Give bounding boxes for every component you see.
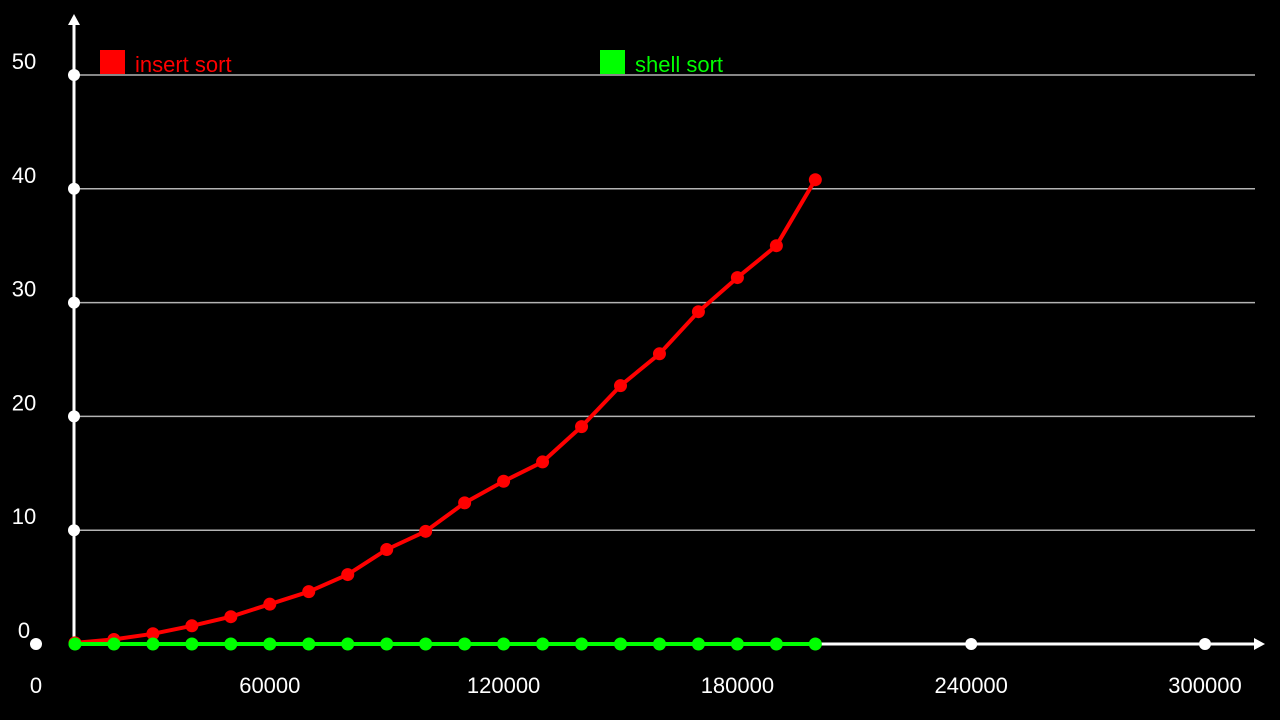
series-group <box>68 173 822 651</box>
legend: insert sort shell sort <box>100 50 723 77</box>
x-tick-label-60000: 60000 <box>239 673 300 698</box>
x-axis-arrow <box>1254 638 1265 650</box>
tick-marks: 0 10 20 30 40 50 0 60000 120000 180000 240000 30000… <box>12 49 1242 698</box>
data-point-shell-sort-8 <box>380 637 394 651</box>
x-tick-label-120000: 120000 <box>467 673 540 698</box>
data-point-insert-sort-11 <box>497 474 511 488</box>
data-point-insert-sort-13 <box>575 420 589 434</box>
grid-lines <box>74 74 1255 531</box>
y-tick-dot-10 <box>68 524 80 537</box>
data-point-insert-sort-7 <box>341 568 355 582</box>
data-point-shell-sort-12 <box>536 637 550 651</box>
data-point-shell-sort-6 <box>302 637 316 651</box>
data-point-insert-sort-17 <box>730 271 744 285</box>
x-tick-dot-240000 <box>965 638 978 650</box>
y-tick-dot-30 <box>68 296 80 309</box>
x-tick-label-0: 0 <box>30 673 42 698</box>
y-tick-dot-40 <box>68 182 80 195</box>
data-point-shell-sort-18 <box>769 637 783 651</box>
data-point-shell-sort-2 <box>146 637 160 651</box>
data-point-shell-sort-3 <box>185 637 199 651</box>
data-point-shell-sort-19 <box>808 637 822 651</box>
data-point-insert-sort-14 <box>614 379 627 393</box>
data-point-insert-sort-10 <box>458 496 472 510</box>
data-point-shell-sort-14 <box>614 637 627 651</box>
data-point-shell-sort-11 <box>497 637 511 651</box>
data-point-shell-sort-7 <box>341 637 355 651</box>
data-point-shell-sort-9 <box>419 637 433 651</box>
y-tick-label-30: 30 <box>12 277 36 302</box>
data-point-insert-sort-16 <box>691 305 705 319</box>
legend-label-shell-sort: shell sort <box>635 52 723 77</box>
x-tick-dot-0 <box>30 638 42 650</box>
data-point-insert-sort-2 <box>146 627 160 641</box>
series-line-insert-sort <box>72 178 818 646</box>
data-point-insert-sort-8 <box>380 543 394 557</box>
data-point-insert-sort-19 <box>808 173 822 187</box>
legend-label-insert-sort: insert sort <box>135 52 232 77</box>
data-point-insert-sort-6 <box>302 585 316 599</box>
y-tick-dot-20 <box>68 410 80 423</box>
y-tick-dot-50 <box>68 69 80 81</box>
data-point-insert-sort-5 <box>263 597 277 611</box>
data-point-shell-sort-15 <box>652 637 666 651</box>
data-point-insert-sort-15 <box>652 347 666 361</box>
y-tick-label-20: 20 <box>12 390 36 415</box>
x-tick-label-180000: 180000 <box>701 673 774 698</box>
y-tick-label-10: 10 <box>12 504 36 529</box>
data-point-shell-sort-0 <box>68 637 82 651</box>
legend-swatch-insert-sort <box>100 50 125 74</box>
data-point-insert-sort-3 <box>185 619 199 633</box>
data-point-shell-sort-5 <box>263 637 277 651</box>
data-point-shell-sort-4 <box>224 637 238 651</box>
data-point-insert-sort-4 <box>224 610 238 624</box>
data-point-insert-sort-18 <box>769 239 783 253</box>
data-point-insert-sort-9 <box>419 524 433 538</box>
data-point-insert-sort-12 <box>536 455 550 469</box>
axes <box>68 14 1265 650</box>
x-tick-label-300000: 300000 <box>1168 673 1241 698</box>
y-axis-arrow <box>68 14 80 25</box>
legend-swatch-shell-sort <box>600 50 625 74</box>
x-tick-label-240000: 240000 <box>934 673 1007 698</box>
y-tick-label-0: 0 <box>18 618 30 643</box>
y-tick-label-40: 40 <box>12 163 36 188</box>
data-point-shell-sort-10 <box>458 637 472 651</box>
data-point-shell-sort-17 <box>730 637 744 651</box>
data-point-shell-sort-1 <box>107 637 121 651</box>
x-tick-dot-300000 <box>1199 638 1211 650</box>
data-point-shell-sort-16 <box>691 637 705 651</box>
y-tick-label-50: 50 <box>12 49 36 74</box>
data-point-shell-sort-13 <box>575 637 589 651</box>
